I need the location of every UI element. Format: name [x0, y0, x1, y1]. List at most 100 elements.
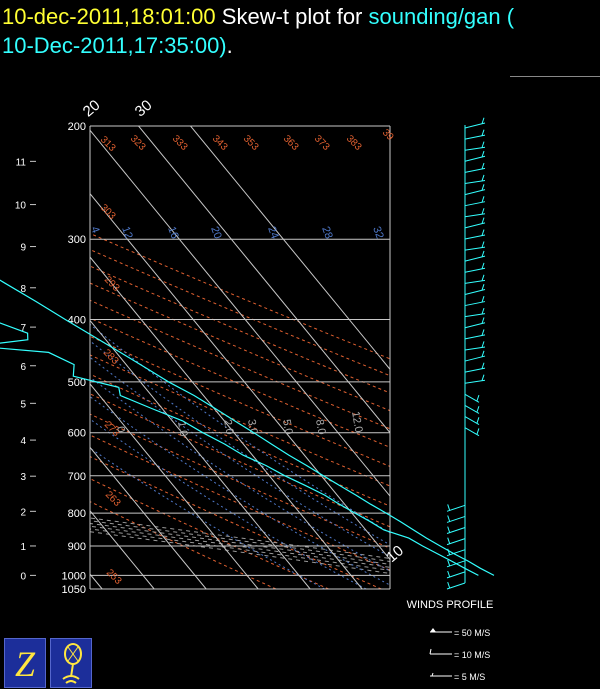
wind-barb — [464, 179, 486, 184]
mixing-ratio-value-label: 12.0 — [349, 410, 365, 433]
height-km-label: 6 — [20, 362, 26, 373]
title-text: Skew-t plot for — [221, 4, 363, 29]
wind-barb-feather — [481, 362, 485, 369]
dry-adiabat — [90, 501, 277, 589]
title-datetime: 10-dec-2011,18:01:00 — [2, 4, 216, 29]
pressure-label: 300 — [68, 234, 86, 246]
profile-layer — [0, 279, 495, 576]
height-km-label: 0 — [20, 571, 26, 582]
wind-barb-feather — [481, 274, 485, 281]
wind-barb — [464, 134, 486, 140]
dewpoint-profile — [0, 322, 479, 576]
legend-label: = 50 M/S — [454, 628, 490, 638]
wind-barb — [464, 313, 486, 318]
wind-barb-feather — [481, 184, 485, 191]
height-km-label: 1 — [20, 542, 26, 553]
mixing-ratio-line — [90, 418, 367, 589]
pressure-label: 200 — [68, 121, 86, 133]
grid-layer — [30, 125, 391, 590]
wind-barb-feather — [447, 581, 451, 589]
moist-adiabat — [90, 525, 390, 568]
mixing-ratio-value-label: 2.0 — [221, 418, 235, 435]
theta-label: 323 — [128, 133, 148, 153]
height-km-label: 2 — [20, 507, 26, 518]
pressure-label: 500 — [68, 377, 86, 389]
pressure-label: 1050 — [62, 584, 86, 596]
wind-barb — [464, 355, 486, 362]
mixing-ratio-label: 12 — [119, 225, 134, 241]
wind-barb-feather — [481, 284, 485, 291]
wind-barb — [464, 379, 486, 384]
theta-label: 333 — [170, 133, 190, 153]
wind-barb — [464, 334, 486, 340]
mixing-ratio-line — [90, 376, 390, 572]
theta-label: 383 — [344, 133, 364, 153]
pressure-label: 900 — [68, 541, 86, 553]
wind-barb-feather — [447, 526, 451, 533]
height-km-label: 7 — [20, 323, 26, 334]
dry-adiabat — [90, 413, 390, 549]
height-km-label: 5 — [20, 399, 26, 410]
pressure-label: 800 — [68, 508, 86, 520]
theta-label: 313 — [98, 134, 118, 154]
theta-label: 39 — [380, 127, 396, 143]
pressure-label: 700 — [68, 471, 86, 483]
temperature-profile — [0, 279, 495, 576]
mixing-ratio-line — [90, 340, 390, 546]
height-km-label: 4 — [20, 436, 26, 447]
wind-barb — [464, 246, 486, 251]
mixing-ratio-value-label: 5.0 — [280, 418, 294, 435]
wind-barb-feather — [481, 117, 485, 124]
wind-barb-feather — [481, 241, 485, 248]
legend-flag — [430, 628, 436, 632]
wind-barb — [464, 167, 486, 173]
z-logo: Z — [4, 638, 46, 688]
isotherm — [90, 446, 207, 589]
pressure-label: 400 — [68, 315, 86, 327]
wind-barb — [446, 549, 466, 557]
wind-barb-feather — [481, 317, 485, 324]
moist-adiabat — [90, 520, 390, 562]
wind-barb-feather — [481, 329, 485, 336]
height-km-label: 10 — [15, 201, 27, 212]
label-layer: 2003004005006007008009001000105001234567… — [15, 97, 407, 596]
temperature-label: 20 — [80, 97, 104, 121]
wind-barb-feather — [481, 196, 485, 203]
wind-barb-feather — [476, 394, 480, 402]
mixing-ratio-label: 16 — [165, 225, 180, 241]
mixing-ratio-label: 28 — [319, 225, 334, 241]
legend-label: = 10 M/S — [454, 650, 490, 660]
legend-feather — [429, 648, 432, 655]
wind-barb-feather — [476, 428, 480, 435]
moist-adiabat — [90, 522, 390, 565]
wind-barb-feather — [481, 229, 485, 236]
title-sounding-time: 10-Dec-2011,17:35:00) — [2, 33, 227, 58]
mixing-ratio-value-label: 1.0 — [175, 420, 189, 437]
theta-label: 343 — [210, 133, 230, 153]
wind-barb-feather — [481, 307, 485, 315]
isotherm — [90, 509, 155, 589]
wind-barb-feather — [476, 417, 480, 424]
pressure-label: 1000 — [62, 570, 86, 582]
wind-barb — [464, 322, 486, 329]
moist-adiabat — [90, 517, 390, 559]
wind-barb-feather — [481, 141, 485, 148]
isotherm — [90, 256, 363, 589]
wind-barb-feather — [481, 374, 485, 381]
theta-label: 263 — [103, 489, 123, 509]
wind-profile-title: WINDS PROFILE — [407, 599, 494, 611]
wind-barb — [464, 367, 486, 373]
isotherm — [190, 126, 390, 371]
wind-barb-feather — [476, 406, 480, 413]
wind-barb-feather — [447, 537, 451, 544]
wind-barb — [464, 234, 486, 240]
svg-text:Z: Z — [15, 644, 36, 684]
wind-barb — [464, 301, 486, 307]
wind-barb-feather — [447, 559, 451, 567]
isotherm — [90, 192, 390, 561]
mixing-ratio-line — [90, 323, 390, 534]
wind-barb-feather — [481, 350, 485, 357]
plot-area — [90, 126, 390, 589]
wind-barb-feather — [481, 162, 485, 170]
